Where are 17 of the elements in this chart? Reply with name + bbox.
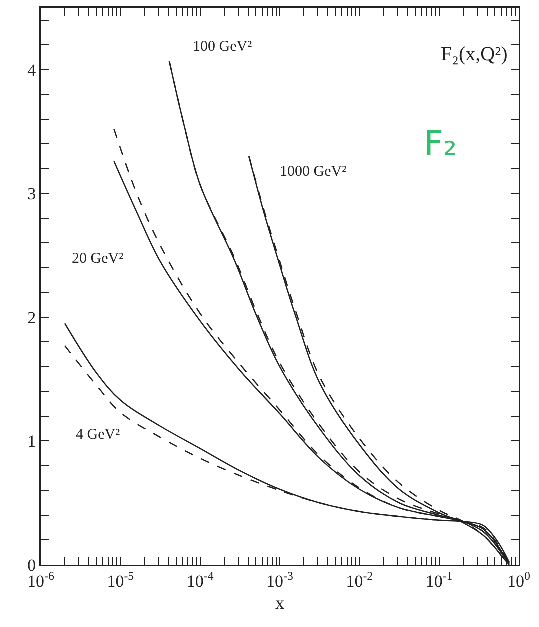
annotation: 20 GeV² — [72, 251, 124, 267]
x-tick-label: 10$^{0}$ — [508, 568, 531, 591]
x-tick-label: 10$^{-2}$ — [346, 568, 374, 591]
y-tick-label: 2 — [28, 308, 36, 328]
annotation: 100 GeV² — [193, 39, 253, 55]
x-tick-label: 10$^{-5}$ — [107, 568, 134, 591]
x-tick-label: 10$^{-3}$ — [266, 568, 294, 591]
annotation: F₂ — [424, 124, 458, 164]
x-axis-title: x — [276, 592, 284, 613]
text: F₂(x,Q²) — [440, 43, 508, 66]
annotation: 4 GeV² — [76, 427, 121, 443]
annotation: 1000 GeV² — [280, 164, 348, 180]
x-tick-label: 10$^{-4}$ — [186, 568, 214, 591]
y-tick-label: 1 — [28, 432, 36, 452]
x-tick-label: 10$^{-1}$ — [426, 568, 453, 591]
y-tick-label: 3 — [28, 184, 36, 204]
y-tick-label: 4 — [28, 60, 37, 80]
